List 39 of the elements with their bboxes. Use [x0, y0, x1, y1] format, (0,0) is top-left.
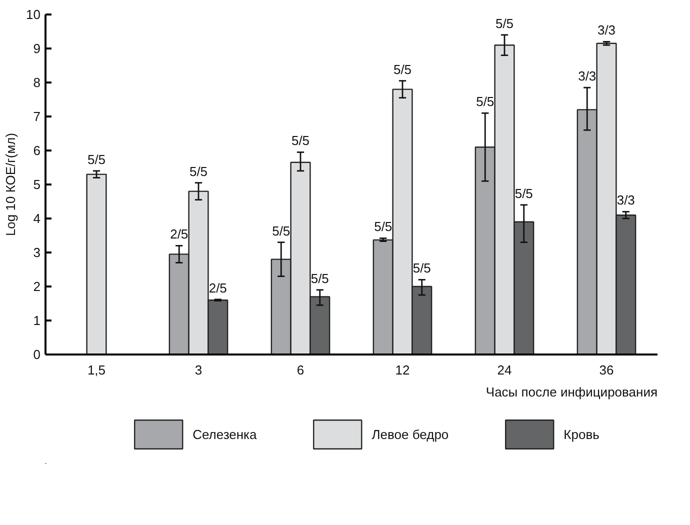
annotation: 5/5: [374, 219, 392, 234]
x-tick-label: 12: [395, 362, 410, 378]
annotation: 3/3: [578, 68, 596, 84]
y-tick-label: 1: [33, 313, 41, 328]
x-tick-label: 3: [194, 362, 202, 378]
y-tick-label: 2: [33, 279, 41, 294]
annotation: 5/5: [495, 16, 514, 31]
x-tick-label: 1,5: [87, 362, 106, 378]
bar: [86, 174, 107, 354]
y-tick-label: 9: [33, 41, 41, 56]
legend-label: Левое бедро: [372, 426, 449, 442]
annotation: 5/5: [291, 133, 310, 148]
annotation: 3/3: [597, 22, 616, 38]
annotation: 5/5: [412, 260, 431, 276]
annotation: 2/5: [208, 280, 227, 296]
y-tick-label: 8: [33, 75, 41, 90]
annotation: 5/5: [310, 270, 329, 286]
annotation: 5/5: [476, 94, 494, 110]
annotation: 5/5: [189, 164, 208, 179]
y-tick-label: 10: [26, 7, 41, 22]
annotation: 5/5: [272, 223, 290, 238]
annotation: 5/5: [393, 62, 412, 77]
x-axis-title: Часы после инфицирования: [486, 384, 658, 400]
y-tick-label: 3: [33, 245, 41, 260]
y-tick-label: 5: [33, 177, 41, 192]
annotation: 5/5: [87, 152, 106, 167]
legend-label: Селезенка: [192, 426, 257, 442]
x-tick-label: 24: [497, 362, 512, 378]
annotation: 2/5: [170, 226, 188, 242]
x-tick-label: 6: [296, 362, 304, 378]
annotation: 3/3: [616, 192, 635, 208]
y-tick-label: 4: [33, 211, 41, 226]
y-tick-label: 0: [33, 347, 41, 362]
x-tick-label: 36: [599, 362, 614, 378]
legend-label: Кровь: [564, 426, 600, 442]
annotation: 5/5: [514, 186, 533, 201]
y-axis-title: Log 10 КОЕ/г(мл): [3, 132, 18, 236]
y-tick-label: 7: [33, 109, 41, 124]
y-tick-label: 6: [33, 143, 41, 158]
